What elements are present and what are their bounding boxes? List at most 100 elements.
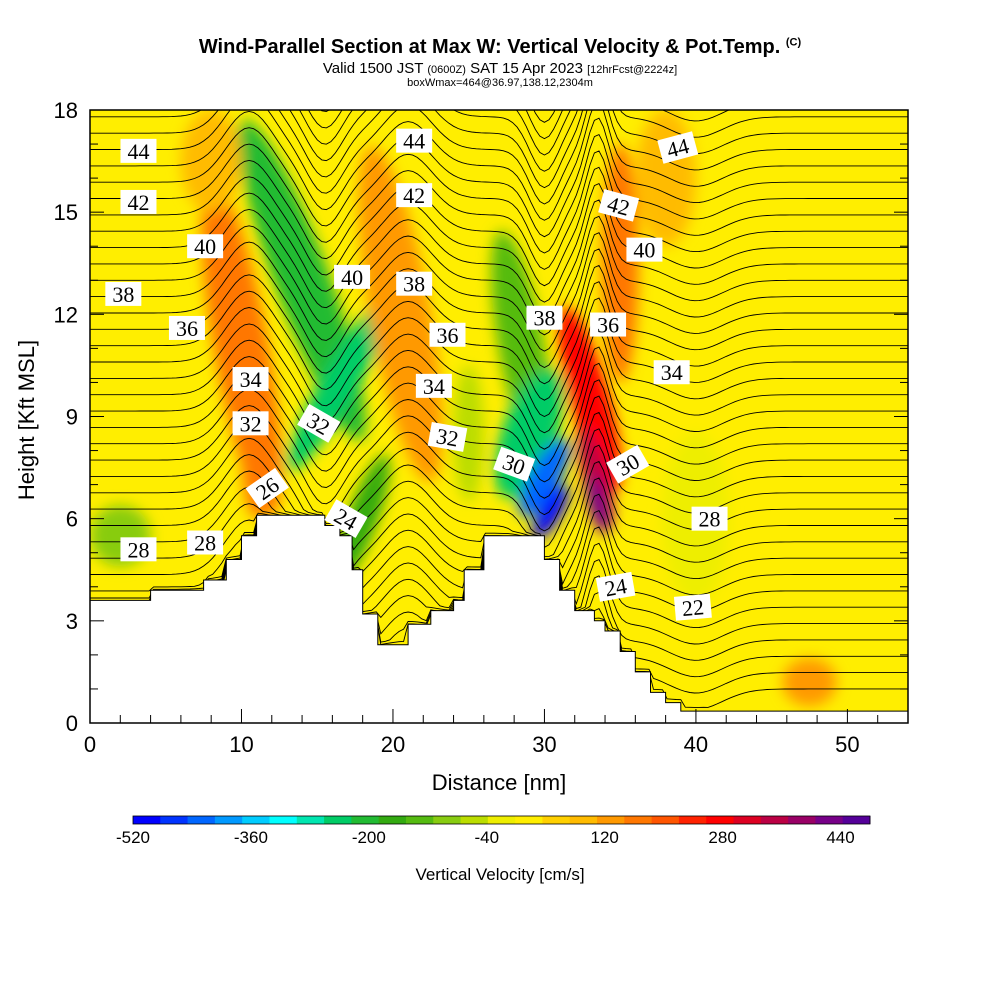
contour-label-28-27: 28 [691, 506, 728, 532]
colorbar-swatch-22 [733, 816, 762, 824]
contour-label-36-16: 36 [429, 322, 466, 348]
x-tick-label-10: 10 [229, 732, 253, 757]
colorbar-swatch-5 [269, 816, 298, 824]
colorbar-swatch-18 [624, 816, 653, 824]
theta-contour-30 [90, 134, 908, 254]
contour-label-36-24: 36 [590, 312, 627, 338]
colorbar-swatch-15 [542, 816, 571, 824]
subtitle-forecast: [12hrFcst@2224z] [587, 64, 678, 76]
y-tick-label-12: 12 [54, 302, 78, 327]
colorbar-swatch-6 [296, 816, 325, 824]
contour-label-text: 34 [240, 367, 262, 392]
colorbar-swatch-21 [706, 816, 735, 824]
contour-label-40-11: 40 [334, 264, 371, 290]
subtitle-date: SAT 15 Apr 2023 [470, 60, 583, 77]
theta-contour-35 [90, 110, 908, 172]
theta-contour-34 [90, 110, 908, 189]
contour-label-text: 42 [127, 190, 149, 215]
theta-contour-20 [90, 297, 908, 418]
contour-label-44-13: 44 [396, 128, 433, 154]
chart-title-tag: (C) [785, 36, 802, 49]
terrain [90, 514, 908, 723]
contour-label-text: 22 [681, 594, 705, 621]
theta-contour-11 [90, 444, 908, 558]
contour-label-text: 42 [403, 183, 425, 208]
contour-label-26-7: 26 [245, 467, 289, 509]
colorbar-swatch-20 [678, 816, 707, 824]
contour-label-text: 28 [127, 537, 149, 562]
y-axis: 0 36 9 12 15 18 [54, 98, 908, 736]
contour-label-text: 40 [633, 238, 655, 263]
contour-label-text: 28 [194, 531, 216, 556]
contour-label-text: 40 [194, 234, 216, 259]
theta-contour-15 [90, 379, 908, 499]
colorbar-swatch-16 [569, 816, 598, 824]
contour-label-28-9: 28 [187, 530, 224, 556]
theta-contour-12 [90, 428, 908, 548]
theta-contour-27 [90, 183, 908, 303]
colorbar-swatch-9 [378, 816, 407, 824]
velocity-blob-18 [180, 110, 242, 213]
velocity-blob-6 [453, 365, 484, 502]
theta-contour-29 [90, 150, 908, 270]
contour-label-28-8: 28 [120, 537, 157, 562]
colorbar-tick-280: 280 [708, 828, 736, 847]
colorbar-swatch-26 [842, 816, 871, 824]
contour-label-34-25: 34 [653, 360, 690, 385]
theta-contour-39 [90, 0, 908, 106]
theta-contour-22 [90, 264, 908, 385]
theta-contours [90, 0, 908, 708]
colorbar-tick--200: -200 [352, 828, 386, 847]
colorbar-tick-120: 120 [590, 828, 618, 847]
colorbar-title: Vertical Velocity [cm/s] [415, 865, 584, 884]
colorbar-swatch-3 [214, 816, 243, 824]
colorbar-swatch-19 [651, 816, 680, 824]
theta-contour-13 [90, 411, 908, 532]
contour-label-38-3: 38 [105, 281, 142, 307]
chart-subtitle: Valid 1500 JST (0600Z) SAT 15 Apr 2023 [… [0, 60, 1000, 77]
theta-contour-25 [90, 215, 908, 336]
x-tick-label-40: 40 [684, 732, 708, 757]
theta-contour-24 [90, 232, 908, 352]
contour-label-text: 44 [403, 129, 425, 154]
y-tick-label-0: 0 [66, 711, 78, 736]
velocity-blob-17 [782, 658, 837, 706]
contour-label-24-28: 24 [595, 571, 636, 602]
velocity-blob-10 [532, 484, 569, 539]
y-tick-label-18: 18 [54, 98, 78, 123]
contour-label-42-22: 42 [598, 189, 640, 222]
velocity-blob-5 [358, 146, 443, 483]
theta-contour-19 [90, 313, 908, 434]
theta-contour-10 [90, 460, 908, 560]
chart-title-text: Wind-Parallel Section at Max W: Vertical… [198, 36, 781, 58]
contour-label-30-19: 30 [493, 446, 536, 482]
contour-label-36-4: 36 [168, 315, 205, 341]
contour-label-text: 44 [127, 139, 149, 164]
contour-label-text: 38 [112, 282, 134, 307]
colorbar-swatch-10 [405, 816, 434, 824]
theta-contour-31 [90, 117, 908, 238]
contour-label-text: 34 [423, 374, 445, 399]
y-tick-label-15: 15 [54, 200, 78, 225]
theta-contour-23 [90, 248, 908, 369]
colorbar-tick-440: 440 [826, 828, 854, 847]
contour-label-text: 32 [240, 411, 262, 436]
contour-label-44-0: 44 [120, 138, 157, 164]
theta-contour-16 [90, 362, 908, 483]
colorbar-swatch-13 [487, 816, 516, 824]
theta-contour-32 [90, 110, 908, 221]
y-tick-label-9: 9 [66, 405, 78, 430]
colorbar-swatch-24 [788, 816, 816, 824]
theta-contour-26 [90, 199, 908, 319]
theta-contour-21 [90, 281, 908, 401]
contour-label-text: 36 [436, 323, 458, 348]
colorbar: -520 -360 -200 -40 120 280 440 [116, 815, 871, 847]
contour-label-40-23: 40 [626, 237, 663, 263]
x-axis-title: Distance [nm] [432, 770, 567, 795]
theta-contour-17 [90, 346, 908, 467]
theta-contour-28 [90, 166, 908, 287]
contour-label-38-20: 38 [526, 305, 563, 331]
colorbar-frame [132, 815, 871, 825]
